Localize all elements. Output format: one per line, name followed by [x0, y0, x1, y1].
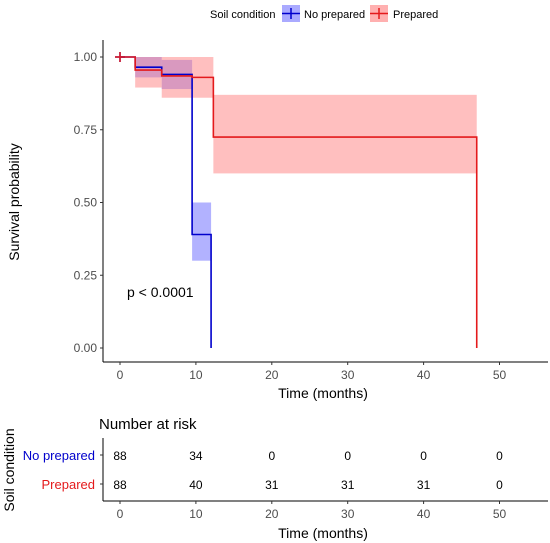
- risk-count: 40: [189, 478, 203, 492]
- risk-count: 31: [265, 478, 279, 492]
- p-value-annotation: p < 0.0001: [127, 284, 194, 300]
- ci-band-prepared: [213, 94, 477, 174]
- legend-title: Soil condition: [210, 9, 275, 21]
- y-tick-label: 0.50: [74, 196, 98, 210]
- risk-count: 0: [496, 449, 503, 463]
- legend-label-no-prepared: No prepared: [304, 9, 365, 21]
- risk-x-tick-label: 40: [417, 507, 431, 521]
- x-tick-label: 10: [189, 368, 203, 382]
- risk-count: 88: [113, 478, 127, 492]
- risk-count: 31: [417, 478, 431, 492]
- legend-label-prepared: Prepared: [393, 9, 438, 21]
- risk-table-title: Number at risk: [99, 416, 197, 433]
- risk-table: Number at risk Soil condition No prepare…: [1, 416, 548, 541]
- legend: Soil condition No prepared Prepared: [210, 5, 438, 22]
- risk-x-tick-label: 20: [265, 507, 279, 521]
- x-axis-label: Time (months): [278, 385, 368, 401]
- risk-x-tick-label: 50: [493, 507, 507, 521]
- x-tick-label: 0: [117, 368, 124, 382]
- risk-rows: No prepared 88 34 0 0 0 0 Prepared 88 40 31 31 31 0: [23, 448, 503, 492]
- y-tick-label: 0.75: [74, 123, 98, 137]
- x-tick-label: 30: [341, 368, 355, 382]
- ci-band-prepared: [161, 57, 193, 98]
- x-tick-label: 50: [493, 368, 507, 382]
- risk-x-tick-label: 0: [117, 507, 124, 521]
- y-tick-label: 1.00: [74, 50, 98, 64]
- risk-table-y-label: Soil condition: [1, 428, 17, 511]
- ci-band-prepared: [135, 57, 162, 88]
- x-tick-label: 40: [417, 368, 431, 382]
- y-tick-label: 0.25: [74, 268, 98, 282]
- x-tick-label: 20: [265, 368, 279, 382]
- y-axis-label: Survival probability: [6, 143, 22, 261]
- risk-count: 0: [496, 478, 503, 492]
- survival-plot: 0.00 0.25 0.50 0.75 1.00 0 10 20 30 40 50 Time (m…: [6, 40, 548, 401]
- confidence-bands: [135, 57, 477, 261]
- x-axis-ticks: 0 10 20 30 40 50: [117, 362, 507, 382]
- risk-count: 34: [189, 449, 203, 463]
- risk-count: 0: [344, 449, 351, 463]
- risk-table-x-label: Time (months): [278, 525, 368, 541]
- y-tick-label: 0.00: [74, 341, 98, 355]
- y-axis-ticks: 0.00 0.25 0.50 0.75 1.00: [74, 50, 103, 355]
- survival-curve-prepared: [120, 56, 478, 348]
- risk-x-tick-label: 10: [189, 507, 203, 521]
- risk-x-tick-label: 30: [341, 507, 355, 521]
- risk-row-label: Prepared: [42, 477, 95, 492]
- risk-count: 0: [268, 449, 275, 463]
- ci-band-no-prepared: [192, 202, 212, 261]
- risk-count: 31: [341, 478, 355, 492]
- risk-count: 0: [420, 449, 427, 463]
- risk-x-ticks: 0 10 20 30 40 50: [117, 501, 507, 521]
- risk-count: 88: [113, 449, 127, 463]
- survival-curves: [115, 52, 478, 348]
- risk-row-label: No prepared: [23, 448, 95, 463]
